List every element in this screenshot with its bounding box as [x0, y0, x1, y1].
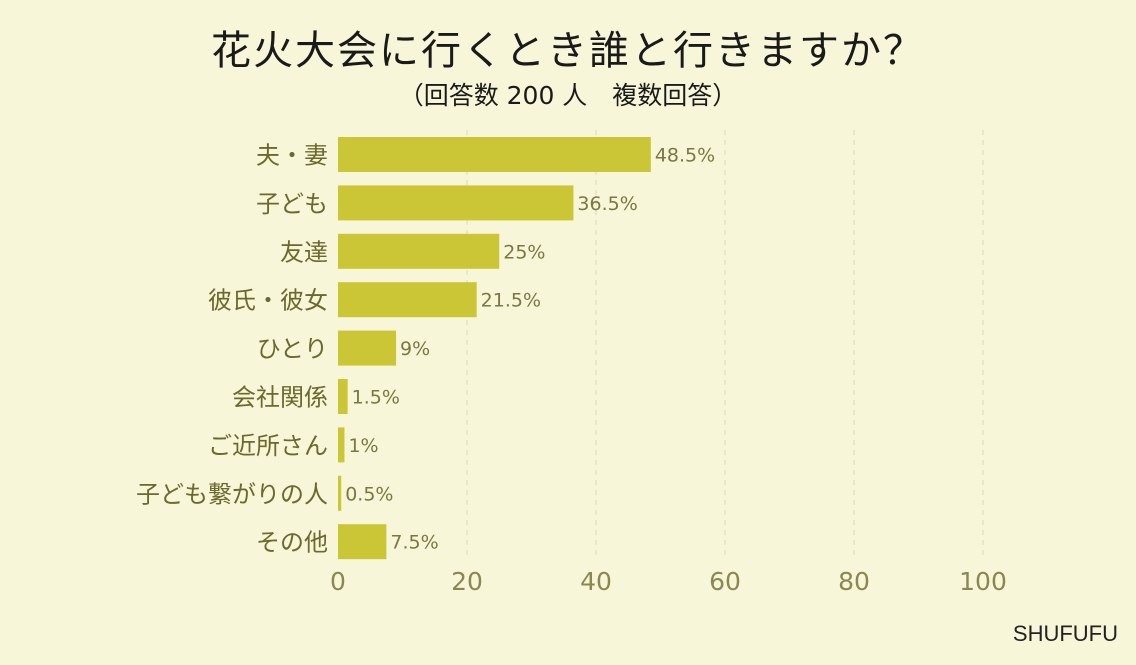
- value-label: 36.5%: [577, 193, 637, 215]
- x-tick-label: 60: [709, 567, 741, 596]
- category-label: 会社関係: [232, 384, 328, 412]
- category-label: 子ども: [256, 190, 328, 218]
- x-tick-label: 80: [838, 567, 870, 596]
- bar: [338, 330, 397, 366]
- category-label: 夫・妻: [256, 142, 328, 170]
- bar: [338, 379, 348, 414]
- category-label: 彼氏・彼女: [208, 287, 328, 315]
- value-label: 1%: [348, 435, 378, 457]
- category-label: 子ども繋がりの人: [136, 480, 328, 508]
- category-label: ご近所さん: [208, 432, 328, 460]
- bar: [338, 524, 387, 560]
- value-label: 7.5%: [390, 532, 438, 554]
- bar: [338, 233, 500, 269]
- value-label: 48.5%: [655, 145, 715, 167]
- value-label: 21.5%: [481, 290, 541, 312]
- category-label: その他: [256, 529, 328, 557]
- value-label: 9%: [400, 338, 430, 360]
- bar: [338, 427, 345, 463]
- value-label: 0.5%: [345, 483, 393, 505]
- category-label: ひとり: [257, 335, 328, 363]
- x-tick-label: 40: [580, 567, 612, 596]
- chart-title: 花火大会に行くとき誰と行きますか？: [211, 28, 925, 74]
- x-tick-label: 100: [959, 567, 1007, 596]
- value-label: 1.5%: [352, 387, 400, 409]
- bar: [338, 137, 651, 172]
- bar: [338, 475, 342, 511]
- value-label: 25%: [503, 241, 545, 263]
- x-tick-label: 20: [451, 567, 483, 596]
- category-label: 友達: [280, 238, 328, 266]
- brand-logo: SHUFUFU: [1012, 621, 1118, 646]
- bar: [338, 282, 477, 318]
- bar: [338, 185, 574, 221]
- chart-subtitle: （回答数 200 人 複数回答）: [398, 81, 738, 110]
- x-tick-label: 0: [330, 567, 346, 596]
